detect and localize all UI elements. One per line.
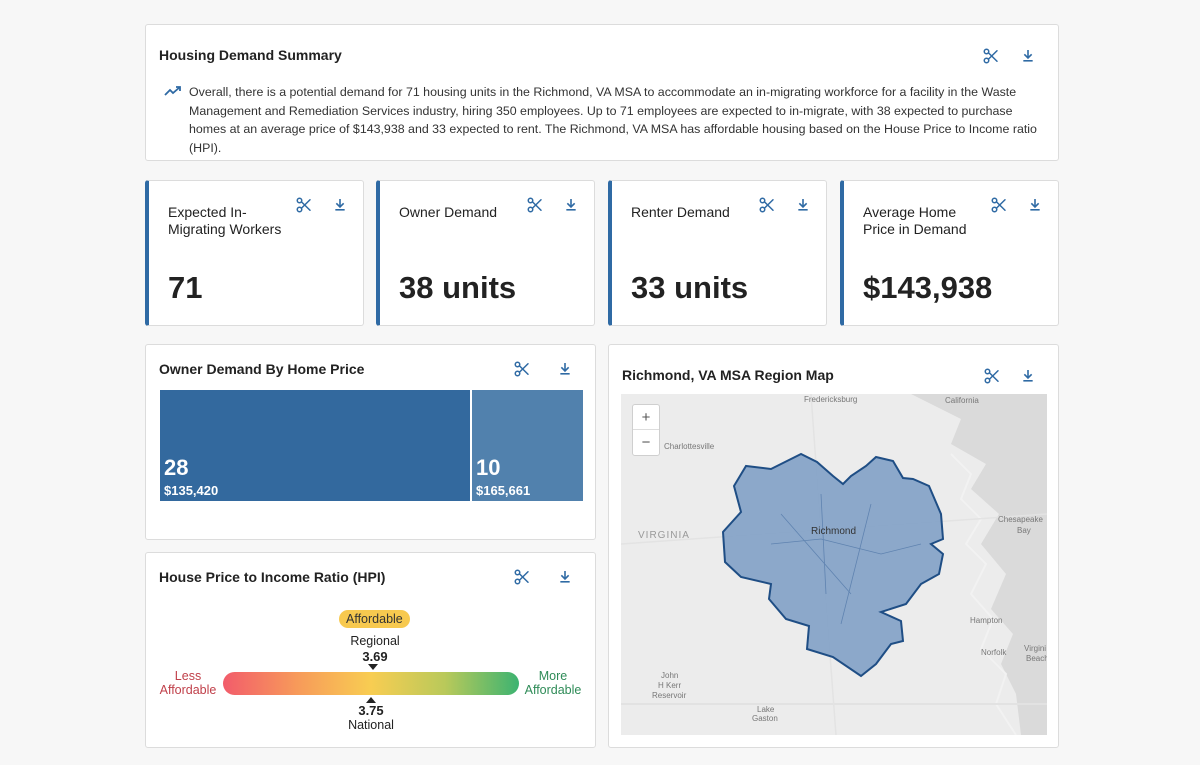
regional-marker-icon [368,664,378,670]
national-value: 3.75 [358,703,384,718]
download-icon[interactable] [554,358,576,380]
affordability-badge: Affordable [339,610,410,628]
hpi-title: House Price to Income Ratio (HPI) [159,569,386,585]
region-map-card: Richmond, VA MSA Region Map + − Frederic… [608,344,1059,748]
kpi-value: 71 [168,270,203,305]
map-label-lake-gaston: Lake [757,705,775,714]
trending-up-icon [164,86,181,96]
housing-demand-summary-card: Housing Demand Summary Overall, there is… [145,24,1059,161]
county-boundaries [770,493,922,625]
treemap-price: $165,661 [476,483,531,498]
summary-title: Housing Demand Summary [159,47,342,63]
more-affordable-label: More Affordable [524,669,582,697]
map-label-kerr-reservoir: John [661,671,679,680]
owner-demand-by-price-card: Owner Demand By Home Price 28 $135,420 1… [145,344,596,540]
kpi-value: 33 units [631,270,749,305]
treemap-cell[interactable]: 28 $135,420 [160,390,470,501]
map-label-kerr-reservoir: H Kerr [658,681,682,690]
summary-text: Overall, there is a potential demand for… [189,85,1037,155]
affordability-gradient-bar [223,672,519,695]
richmond-msa-region[interactable] [721,452,945,678]
scissors-icon[interactable] [980,45,1002,67]
map-label-norfolk: Norfolk [981,648,1007,657]
map-label-virginia-beach: Virgini [1024,644,1047,653]
scissors-icon[interactable] [981,365,1003,387]
download-icon[interactable] [1017,365,1039,387]
owner-demand-treemap: 28 $135,420 10 $165,661 [160,390,583,501]
treemap-price: $135,420 [164,483,219,498]
download-icon[interactable] [1017,45,1039,67]
national-label: National [348,718,394,732]
map-label-chesapeake: Chesapeake [998,515,1043,524]
kpi-label: Owner Demand [399,204,498,220]
zoom-in-button[interactable]: + [633,405,659,430]
map-label-richmond: Richmond [811,526,857,537]
hpi-card: House Price to Income Ratio (HPI) Afford… [145,552,596,748]
regional-value: 3.69 [362,649,388,664]
kpi-card-average-home-price: Average Home Price in Demand $143,938 [840,180,1059,326]
treemap-cell[interactable]: 10 $165,661 [472,390,583,501]
scissors-icon[interactable] [511,358,533,380]
scissors-icon[interactable] [524,194,546,216]
kpi-card-renter-demand: Renter Demand 33 units [608,180,827,326]
less-affordable-label: Less Affordable [159,669,217,697]
kpi-card-in-migrating-workers: Expected In-Migrating Workers 71 [145,180,364,326]
scissors-icon[interactable] [756,194,778,216]
map-label-virginia-beach: Beach [1026,654,1047,663]
treemap-count: 28 [164,455,189,480]
map-label-lake-gaston: Gaston [752,714,778,723]
bay-water-area [911,394,1047,735]
map-label-fredericksburg: Fredericksburg [804,395,858,404]
zoom-out-button[interactable]: − [641,434,651,451]
map-label-hampton: Hampton [970,616,1003,625]
coastline [950,453,1017,735]
map-label-california: California [945,396,979,405]
scissors-icon[interactable] [511,566,533,588]
map-title: Richmond, VA MSA Region Map [622,367,834,383]
download-icon[interactable] [1024,194,1046,216]
download-icon[interactable] [329,194,351,216]
treemap-count: 10 [476,455,501,480]
download-icon[interactable] [554,566,576,588]
map-label-virginia: VIRGINIA [638,530,690,541]
map-canvas [621,394,1047,735]
region-map[interactable]: + − Fredericksburg California Charlottes… [621,394,1047,735]
kpi-label: Average Home Price in Demand [863,204,967,237]
download-icon[interactable] [560,194,582,216]
map-label-kerr-reservoir: Reservoir [652,691,687,700]
regional-label: Regional [350,634,400,648]
scissors-icon[interactable] [293,194,315,216]
map-label-bay: Bay [1017,526,1031,535]
map-label-charlottesville: Charlottesville [664,442,715,451]
kpi-label: Expected In-Migrating Workers [168,204,282,237]
owner-demand-title: Owner Demand By Home Price [159,361,365,377]
kpi-card-owner-demand: Owner Demand 38 units [376,180,595,326]
kpi-label: Renter Demand [631,204,730,220]
download-icon[interactable] [792,194,814,216]
national-marker-icon [366,697,376,703]
scissors-icon[interactable] [988,194,1010,216]
kpi-value: 38 units [399,270,517,305]
kpi-value: $143,938 [863,270,993,305]
zoom-control: + − [632,404,660,456]
